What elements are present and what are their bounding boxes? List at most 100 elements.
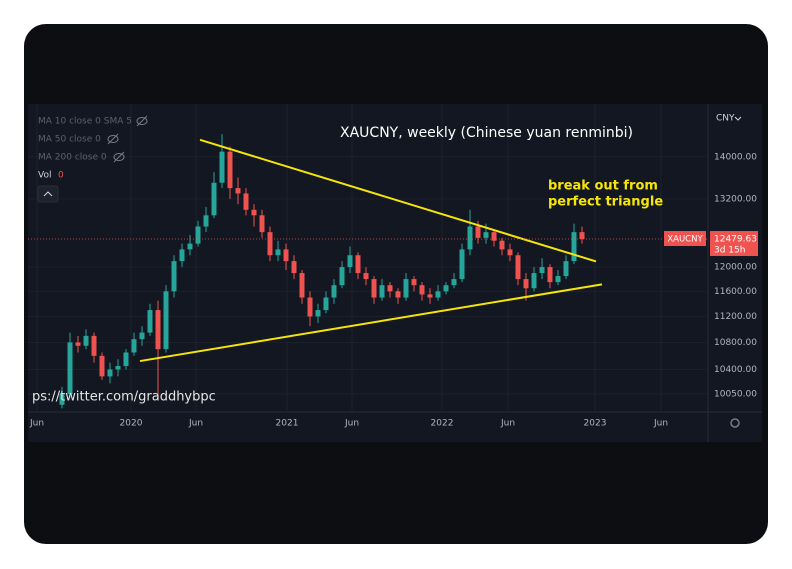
candle-body <box>59 393 65 405</box>
candle-body <box>411 279 417 286</box>
candle-body <box>315 310 321 317</box>
candle-body <box>203 215 209 227</box>
candle-body <box>251 209 257 216</box>
candle-body <box>83 335 89 346</box>
candle-body <box>347 255 353 268</box>
candle-body <box>195 226 201 244</box>
candle-body <box>187 243 193 250</box>
candle-body <box>291 261 297 274</box>
candle-body <box>115 366 121 370</box>
candle-body <box>427 294 433 298</box>
candle-body <box>475 226 481 238</box>
candle-body <box>387 285 393 292</box>
candle-body <box>99 355 105 377</box>
annotation: perfect triangle <box>548 195 663 210</box>
candle-body <box>419 285 425 295</box>
currency-caret <box>734 116 742 121</box>
marks <box>59 134 585 409</box>
candle-body <box>235 188 241 194</box>
x-tick-label: Jun <box>188 419 203 429</box>
candle-body <box>331 285 337 298</box>
candle-body <box>451 279 457 286</box>
candle-body <box>107 369 113 377</box>
indicator-label: MA 200 close 0 <box>38 153 107 163</box>
candle-body <box>467 226 473 250</box>
watermark: ps://twitter.com/graddhybpc <box>32 390 216 405</box>
indicator-label: MA 10 close 0 SMA 5 <box>38 117 132 127</box>
candle-body <box>259 215 265 233</box>
volume-label: Vol <box>38 171 51 181</box>
collapse-button[interactable] <box>37 185 59 203</box>
annotation: break out from <box>548 179 658 194</box>
candle-body <box>275 249 281 256</box>
candle-body <box>523 279 529 289</box>
x-tick-label: 2023 <box>584 419 607 429</box>
candle-body <box>243 193 249 210</box>
x-tick-label: Jun <box>344 419 359 429</box>
last-price-label: 12479.63 <box>714 235 757 245</box>
candle-body <box>539 267 545 274</box>
y-tick-label: 10400.00 <box>714 365 757 375</box>
candle-body <box>355 255 361 274</box>
y-tick-label: 13200.00 <box>714 194 757 204</box>
candle-body <box>483 232 489 238</box>
candle-body <box>571 232 577 262</box>
trendline <box>139 283 603 363</box>
y-tick-label: 11600.00 <box>714 287 757 297</box>
y-tick-label: 10050.00 <box>714 389 757 399</box>
candle-body <box>443 285 449 292</box>
chart-area <box>28 104 762 442</box>
chart-title: XAUCNY, weekly (Chinese yuan renminbi) <box>340 125 633 141</box>
candle-body <box>163 291 169 350</box>
candle-body <box>67 342 73 394</box>
y-tick-label: 12000.00 <box>714 263 757 273</box>
candle-body <box>395 291 401 298</box>
candle-body <box>515 255 521 280</box>
settings-icon[interactable] <box>730 418 740 428</box>
candle-body <box>147 310 153 333</box>
candle-body <box>131 339 137 353</box>
countdown: 3d 15h <box>714 246 745 256</box>
currency[interactable]: CNY <box>716 114 735 124</box>
x-tick-label: 2020 <box>120 419 143 429</box>
candle-body <box>211 182 217 216</box>
candle-body <box>339 267 345 286</box>
candle-body <box>435 291 441 298</box>
candle-body <box>139 332 145 340</box>
candle-body <box>547 267 553 283</box>
candle-body <box>219 151 225 183</box>
candle-body <box>283 249 289 262</box>
candle-body <box>171 261 177 292</box>
eye-icons[interactable] <box>107 115 148 163</box>
candle-body <box>91 335 97 356</box>
price-tag <box>710 231 758 257</box>
candle-body <box>75 342 81 346</box>
candle-body <box>499 240 505 250</box>
trendline <box>199 138 597 263</box>
candle-body <box>403 279 409 298</box>
candle-body <box>179 249 185 262</box>
candle-body <box>307 297 313 317</box>
y-tick-label: 14000.00 <box>714 152 757 162</box>
y-tick-label: 10800.00 <box>714 338 757 348</box>
symbol-label: XAUCNY <box>667 235 703 245</box>
candle-body <box>227 151 233 189</box>
grid <box>28 104 708 412</box>
x-tick-label: Jun <box>653 419 668 429</box>
candle-body <box>531 273 537 289</box>
volume-value: 0 <box>58 171 64 181</box>
candle-body <box>491 232 497 241</box>
candle-body <box>123 352 129 367</box>
candle-body <box>299 273 305 298</box>
candle-body <box>363 273 369 280</box>
indicator-label: MA 50 close 0 <box>38 135 101 145</box>
y-tick-label: 11200.00 <box>714 312 757 322</box>
candle-body <box>155 310 161 350</box>
candle-body <box>563 261 569 277</box>
symbol-tag <box>664 231 706 247</box>
collapse-icon <box>43 191 53 197</box>
candle-body <box>507 249 513 256</box>
candle-body <box>267 232 273 256</box>
candle-body <box>555 276 561 283</box>
